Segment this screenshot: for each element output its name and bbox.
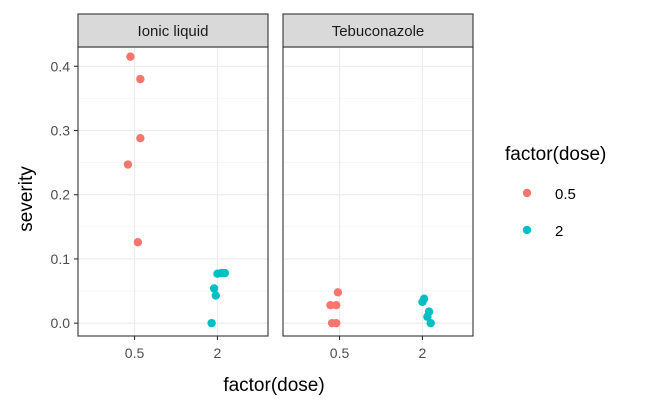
data-point <box>333 288 343 297</box>
data-point <box>207 318 216 328</box>
legend-key <box>522 225 532 235</box>
data-point <box>332 300 341 310</box>
x-axis-title: factor(dose) <box>223 375 324 396</box>
x-tick-label: 0.5 <box>330 345 350 361</box>
y-tick-label: 0.2 <box>51 187 71 203</box>
data-point <box>136 133 145 143</box>
facet-strip <box>282 13 474 48</box>
x-tick-label: 0.5 <box>125 345 145 361</box>
data-point <box>327 318 337 328</box>
facet-panels: Ionic liquid Tebuconazole <box>77 13 474 337</box>
data-point <box>419 294 429 303</box>
data-point <box>209 284 219 293</box>
y-tick-label: 0.3 <box>51 122 71 138</box>
data-point <box>220 268 230 278</box>
y-tick-label: 0.0 <box>51 315 71 331</box>
panel-background <box>283 47 473 336</box>
panel-background <box>78 47 268 336</box>
x-tick-label: 2 <box>419 345 427 361</box>
legend-key <box>522 188 532 198</box>
legend: factor(dose) 0.5 2 <box>505 144 606 240</box>
data-point <box>326 300 335 310</box>
facet-strip-label: Tebuconazole <box>332 23 425 40</box>
data-point <box>126 52 135 61</box>
y-axis-title: severity <box>16 166 37 232</box>
y-tick-label: 0.4 <box>51 58 71 74</box>
data-point <box>123 160 133 169</box>
data-point <box>211 291 220 300</box>
legend-label: 0.5 <box>555 186 576 203</box>
x-tick-label: 2 <box>214 345 222 361</box>
x-axis: 0.5 2 0.5 2 <box>125 336 427 361</box>
legend-title: factor(dose) <box>505 144 606 165</box>
data-point <box>136 74 145 84</box>
facet-strip <box>77 13 269 48</box>
data-point <box>423 312 432 321</box>
facet-panel: Ionic liquid <box>77 13 269 337</box>
facet-strip-label: Ionic liquid <box>138 23 209 40</box>
data-point <box>426 318 435 328</box>
data-point <box>133 238 143 247</box>
y-tick-label: 0.1 <box>51 251 71 267</box>
legend-label: 2 <box>555 223 563 240</box>
facet-panel: Tebuconazole <box>282 13 474 337</box>
y-axis: 0.0 0.1 0.2 0.3 0.4 <box>51 58 78 331</box>
